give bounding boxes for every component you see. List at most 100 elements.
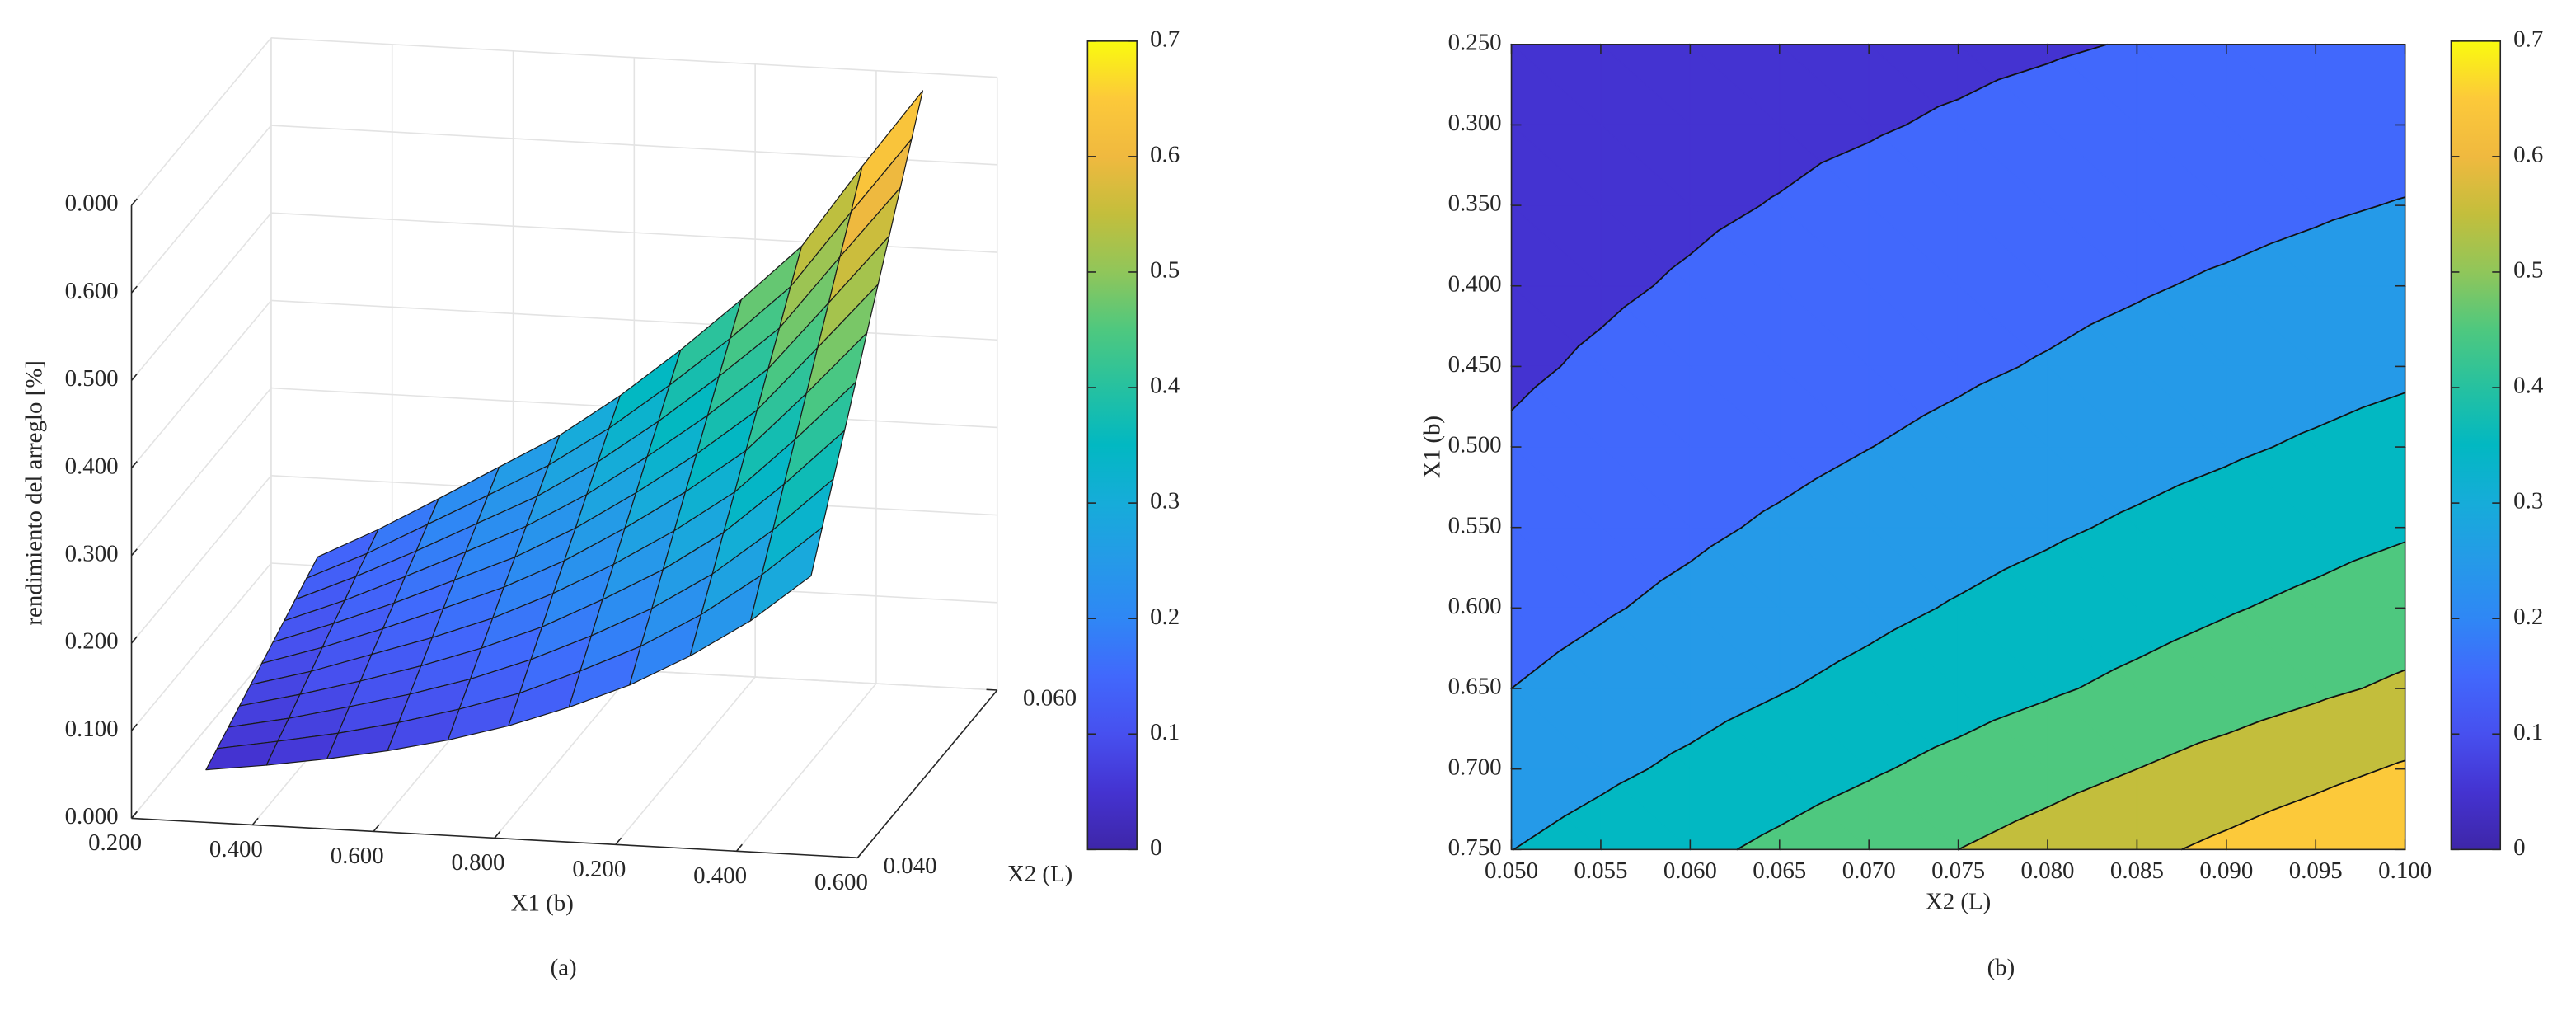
contour-line: [2331, 204, 2381, 222]
x-tick-label: 0.080: [2021, 858, 2075, 884]
contour-line: [2178, 465, 2227, 486]
contour-line: [2004, 548, 2048, 571]
contour-line: [1534, 365, 1562, 388]
y-tick-label: 0.300: [1448, 110, 1502, 136]
contour-line: [2197, 733, 2227, 745]
contour-line: [1957, 384, 1980, 398]
contour-line: [1905, 106, 1940, 126]
contour-line: [2210, 829, 2227, 837]
colorbar-tick-label: 0.2: [1150, 604, 1180, 630]
z-tick-label: 0.200: [65, 628, 119, 655]
contour-line: [1868, 629, 1894, 646]
grid-line: [130, 299, 272, 469]
contour-line: [2035, 349, 2048, 357]
contour-line: [2378, 198, 2400, 207]
contour-line: [1710, 526, 1743, 547]
contour-line: [1670, 253, 1692, 270]
z-tick-label: 0.300: [65, 541, 119, 567]
x-tick: [494, 830, 501, 839]
y-tick-label: 0.750: [1448, 834, 1502, 861]
contour-line: [1623, 284, 1654, 308]
contour-line: [1778, 162, 1823, 194]
contour-line: [1997, 63, 2048, 81]
contour-line: [2018, 355, 2038, 368]
contour-line: [2119, 504, 2138, 514]
x-tick-label: 0.600: [331, 843, 384, 869]
x-axis-label: X1 (b): [511, 890, 574, 917]
contour-line: [1820, 141, 1870, 164]
grid-line: [494, 670, 635, 839]
y-tick-label: 0.600: [1448, 593, 1502, 619]
contour-line: [1558, 623, 1602, 652]
x-tick-label: 0.400: [209, 836, 263, 862]
contour-line: [1922, 396, 1959, 416]
contour-line: [1510, 650, 1560, 689]
contour-line: [2225, 809, 2273, 831]
contour-line: [2248, 586, 2294, 609]
contour-line: [1992, 699, 2048, 721]
contour-line: [1617, 768, 1649, 786]
contour-line: [2225, 719, 2263, 735]
grid-line: [130, 650, 272, 819]
x-tick: [856, 850, 864, 858]
contour-line: [1736, 834, 1764, 851]
contour-line: [2062, 43, 2109, 59]
contour-line: [1778, 478, 1817, 503]
contour-line: [2055, 688, 2080, 698]
y-tick-label: 0.700: [1448, 754, 1502, 780]
contour-line: [2300, 426, 2317, 435]
colorbar-tick-label: 0.1: [1150, 719, 1180, 745]
contour-line: [2315, 406, 2363, 429]
contour-line: [2136, 742, 2199, 770]
contour-line: [1783, 688, 1795, 694]
contour-line: [1818, 779, 1870, 806]
contour-line: [2292, 577, 2317, 589]
contour-line: [1725, 694, 1781, 722]
contour-line: [1978, 365, 2020, 386]
contour-line: [1957, 78, 1999, 101]
contour-line: [1957, 820, 2017, 851]
x-tick: [615, 837, 622, 845]
contour-line: [1717, 204, 1762, 232]
contour-line: [2136, 640, 2175, 660]
colorbar-tick-label: 0.3: [1150, 488, 1180, 515]
contour-line: [2047, 695, 2058, 702]
z-tick: [130, 636, 138, 644]
contour-line: [1671, 743, 1692, 754]
contour-line: [1626, 580, 1662, 609]
colorbar-tick-label: 0.5: [1150, 257, 1180, 284]
grid-line: [270, 299, 997, 341]
z-tick-label: 0.000: [65, 803, 119, 829]
x-tick-label: 0.095: [2289, 858, 2343, 884]
contour-line: [1778, 803, 1820, 827]
y-tick-label: 0.250: [1448, 29, 1502, 55]
colorbar-tick-label: 0.2: [2513, 604, 2543, 630]
grid-line: [130, 37, 272, 206]
z-tick-label: 0.500: [65, 365, 119, 392]
contour-line: [1761, 501, 1781, 513]
contour-line: [1937, 98, 1959, 108]
colorbar: [2450, 40, 2502, 851]
contour-line: [2015, 806, 2048, 822]
contour-line: [2172, 617, 2227, 642]
contour-line: [1510, 387, 1536, 412]
surface-patch: [749, 527, 823, 622]
contour-line: [2315, 219, 2334, 228]
grid-line: [130, 212, 272, 382]
grid-line: [130, 388, 272, 557]
contour-line: [2225, 458, 2241, 468]
grid-line: [130, 475, 272, 644]
contour-line: [2114, 658, 2138, 670]
contour-line: [2136, 484, 2180, 506]
colorbar-tick-label: 0.4: [2513, 373, 2543, 399]
z-tick: [130, 285, 138, 294]
y-axis-label: X1 (b): [1419, 416, 1445, 478]
z-tick: [130, 198, 138, 206]
x-tick-label: 0.060: [1663, 858, 1717, 884]
x-tick-label: 0.070: [1842, 858, 1896, 884]
x-tick-label: 0.400: [693, 862, 747, 889]
contour-line: [2397, 759, 2406, 764]
z-tick-label: 0.400: [65, 453, 119, 479]
z-tick: [130, 461, 138, 469]
